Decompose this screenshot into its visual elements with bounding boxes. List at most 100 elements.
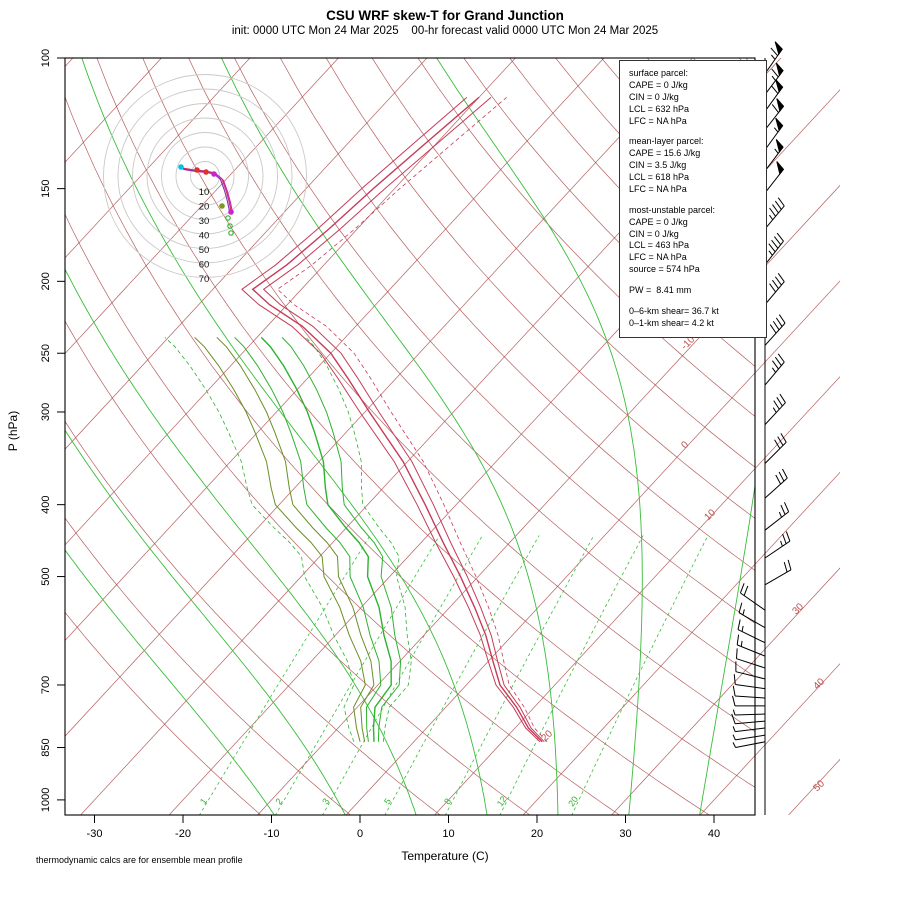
hodograph-ring	[161, 132, 249, 220]
isotherm-label: 50	[811, 778, 827, 794]
parcel-stat: LFC = NA hPa	[629, 115, 687, 126]
hodograph-ring	[103, 74, 307, 278]
parcel-info-box: surface parcel: CAPE = 0 J/kg CIN = 0 J/kg…	[619, 60, 767, 338]
wind-barb	[735, 661, 766, 680]
hodograph-dot	[225, 215, 231, 221]
dewpoint-trace	[260, 336, 392, 742]
temperature-tick-label: 0	[357, 828, 363, 840]
isotherm-label: 10	[702, 507, 718, 523]
wind-barb	[764, 161, 785, 194]
parcel-stat: LCL = 618 hPa	[629, 172, 689, 182]
pressure-tick-label: 200	[40, 272, 52, 290]
pressure-tick-label: 300	[40, 403, 52, 421]
wind-barb	[739, 583, 766, 611]
hodograph-ring-label: 20	[199, 202, 210, 213]
hodograph-ring-label: 60	[199, 260, 210, 271]
wind-barb	[732, 741, 766, 749]
wind-barb	[732, 734, 766, 741]
wind-barb	[764, 531, 791, 559]
hodograph-dot	[178, 164, 184, 170]
parcel-stat: CIN = 0 J/kg	[629, 228, 679, 239]
mixing-ratio-label: 20	[566, 794, 580, 808]
temperature-trace	[241, 97, 541, 743]
wind-barb	[764, 273, 785, 305]
parcel-stat: CAPE = 15.6 J/kg	[629, 148, 701, 159]
hodograph-ring-label: 50	[199, 245, 210, 256]
wind-barb	[764, 468, 788, 499]
shear-stat: 0–1-km shear= 4.2 kt	[629, 317, 714, 328]
hodograph-ring-label: 30	[199, 216, 210, 227]
chart-subtitle: init: 0000 UTC Mon 24 Mar 2025 00-hr for…	[231, 25, 659, 37]
wind-barb	[731, 713, 766, 725]
dewpoint-trace	[281, 337, 402, 742]
hodograph: 10 20 30 40 50 60 70	[103, 74, 307, 285]
mixing-ratio-label: 1	[198, 796, 209, 806]
mixing-ratio-label: 3	[320, 796, 331, 806]
hodograph-ring	[190, 161, 220, 191]
hodograph-ring	[132, 103, 278, 249]
footnote: thermodynamic calcs are for ensemble mea…	[36, 855, 243, 865]
wind-barb	[764, 139, 784, 172]
hodograph-dot	[219, 203, 225, 209]
wind-barb	[764, 197, 785, 230]
wind-barb	[735, 648, 766, 669]
wind-barb	[764, 502, 790, 531]
wind-barb	[764, 62, 784, 95]
wind-barb	[732, 685, 766, 699]
temperature-trace	[251, 96, 543, 743]
x-axis-label: Temperature (C)	[401, 849, 489, 863]
temperature-trace	[262, 97, 545, 743]
wind-barb	[737, 619, 766, 644]
moist-adiabat-lines	[65, 58, 755, 815]
wind-barb	[764, 433, 787, 464]
wind-barb	[764, 314, 786, 346]
wind-barb	[733, 674, 766, 690]
wind-barb	[736, 634, 766, 657]
hodograph-dot	[203, 169, 209, 175]
parcel-stat: LCL = 632 hPa	[629, 103, 689, 114]
pw-value: PW = 8.41 mm	[629, 285, 692, 295]
temperature-tick-label: -30	[87, 828, 103, 840]
wind-barb	[764, 98, 785, 131]
hodograph-dot	[228, 230, 234, 236]
dewpoint-trace-dashed	[305, 337, 412, 742]
temperature-tick-label: -10	[264, 828, 280, 840]
temperature-tick-label: 30	[619, 828, 631, 840]
temperature-tick-label: 20	[531, 828, 543, 840]
parcel-stat: CIN = 3.5 J/kg	[629, 160, 687, 171]
wind-barb	[764, 41, 783, 75]
hodograph-ring	[117, 88, 293, 264]
dewpoint-trace	[234, 337, 382, 742]
sounding-traces	[164, 96, 548, 743]
mixing-ratio-label: 8	[442, 796, 453, 806]
hodograph-ring	[146, 117, 264, 235]
wind-barb	[732, 709, 766, 716]
wind-barb	[738, 602, 766, 629]
dewpoint-trace-alt	[216, 337, 375, 742]
temperature-trace-dashed	[276, 97, 548, 743]
wind-barb	[764, 79, 784, 112]
isotherm-label: 30	[790, 601, 806, 617]
wind-barb	[764, 232, 784, 266]
parcel-stat: LCL = 463 hPa	[629, 240, 689, 251]
parcel-stat: CAPE = 0 J/kg	[629, 79, 688, 90]
dewpoint-trace-alt	[194, 337, 366, 742]
temperature-tick-label: -20	[175, 828, 191, 840]
hodograph-dot	[227, 223, 233, 229]
parcel-stat: LFC = NA hPa	[629, 252, 687, 263]
isotherm-label: 0	[679, 439, 691, 451]
parcel-stat: CIN = 0 J/kg	[629, 91, 679, 102]
hodograph-ring-label: 10	[199, 187, 210, 198]
hodograph-ring-label: 40	[199, 231, 210, 242]
mixing-ratio-label: 12	[495, 794, 509, 808]
wind-barb	[732, 726, 766, 733]
parcel-stat: LFC = NA hPa	[629, 183, 687, 194]
temperature-tick-label: 10	[442, 828, 454, 840]
temperature-tick-label: 40	[708, 828, 720, 840]
wind-barb	[764, 117, 784, 151]
hodograph-dot	[194, 167, 200, 173]
parcel-section-title: mean-layer parcel:	[629, 136, 704, 147]
